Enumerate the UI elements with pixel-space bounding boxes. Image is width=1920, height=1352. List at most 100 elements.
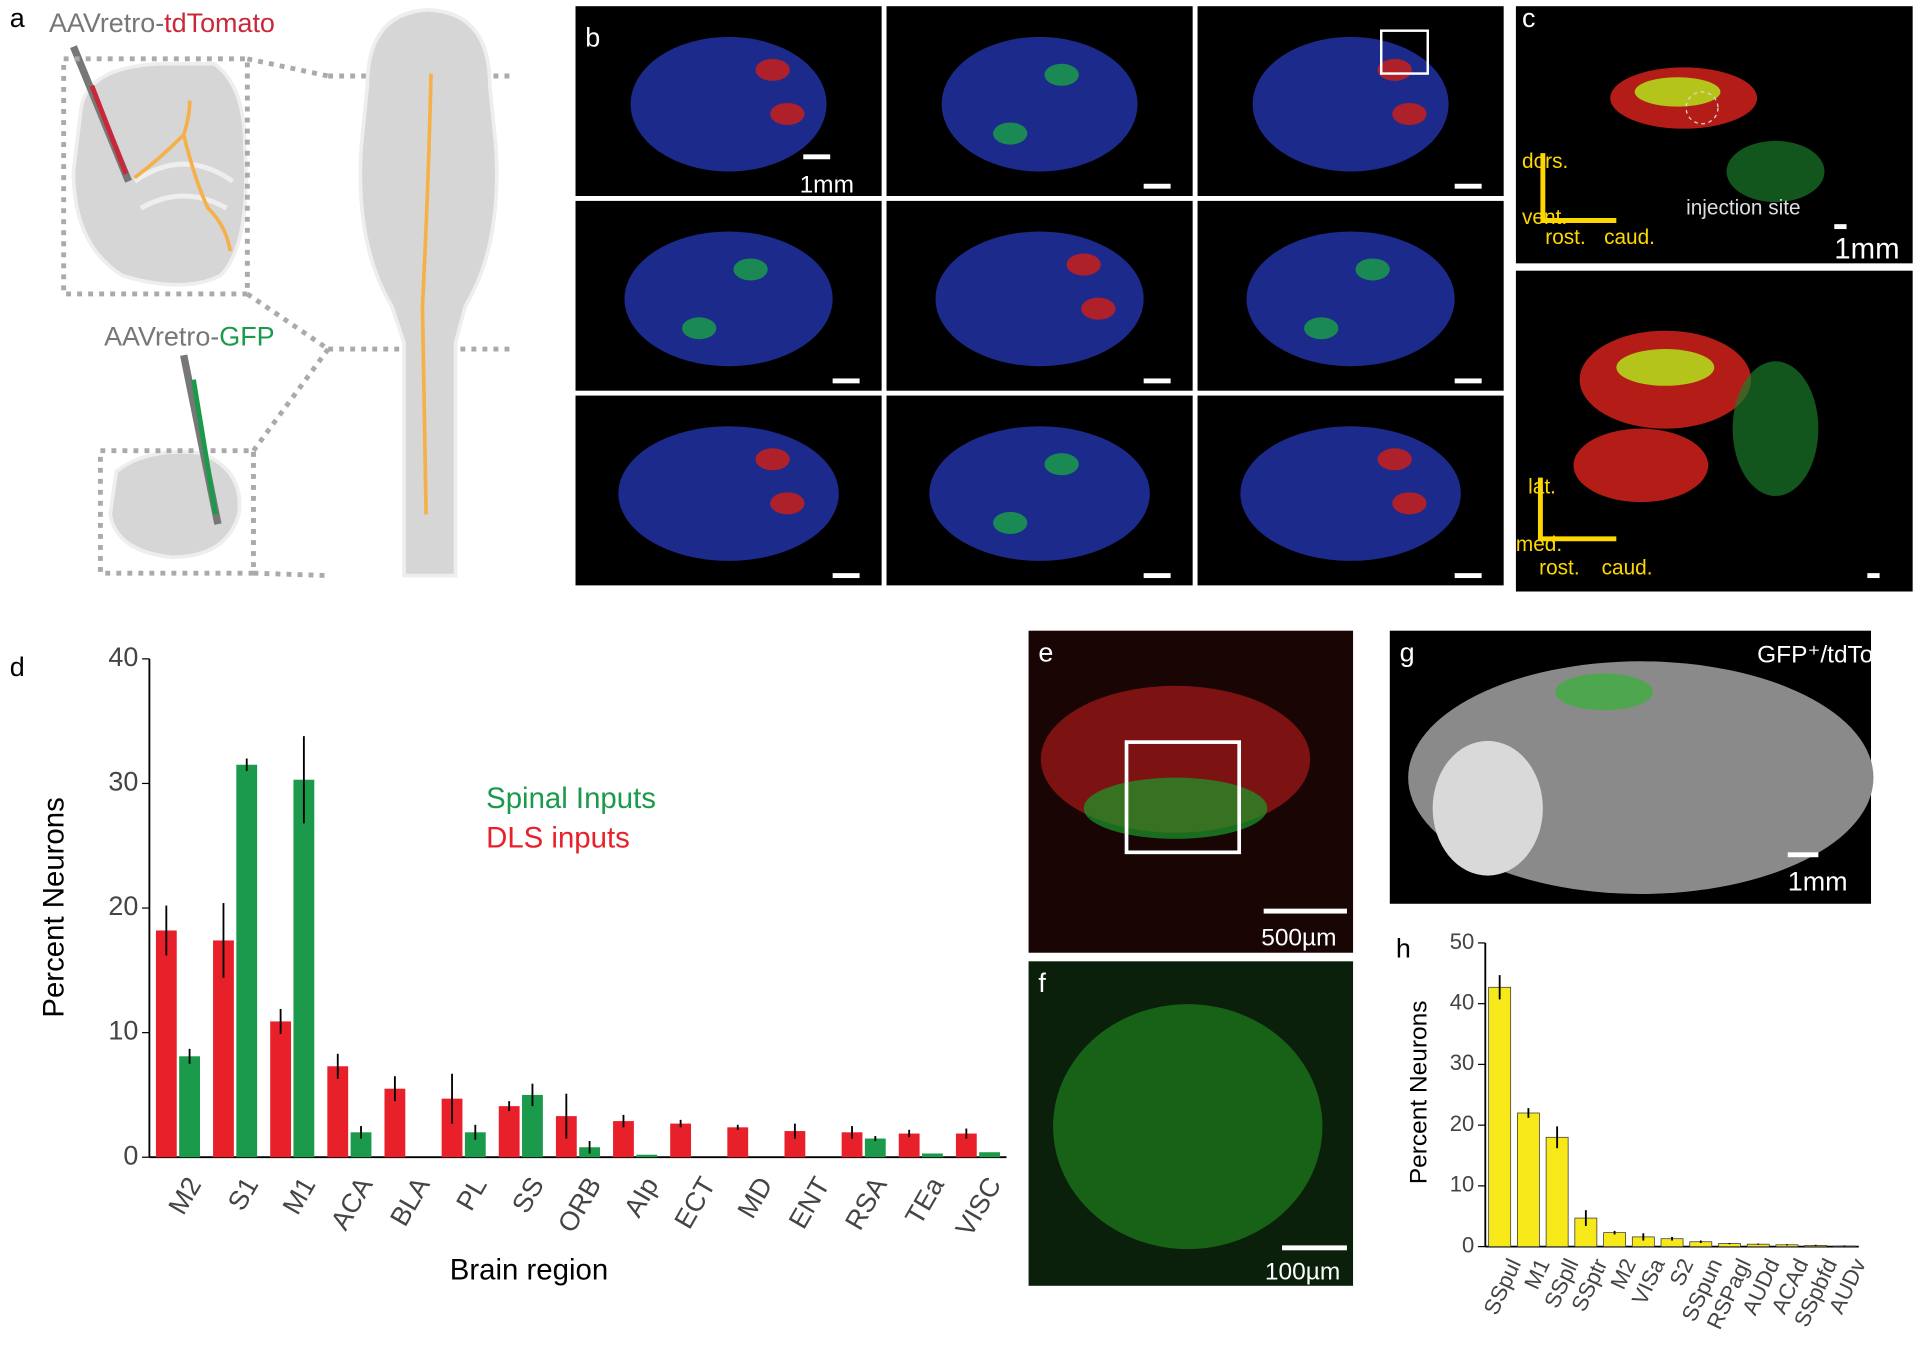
annotation: 100µm <box>1265 1259 1340 1286</box>
image <box>929 426 1150 561</box>
y-tick-label: 0 <box>123 1140 138 1170</box>
image <box>1044 63 1079 86</box>
bar <box>636 1154 658 1158</box>
x-tick-label: ENT <box>783 1172 836 1234</box>
schematic <box>61 8 515 579</box>
annotation: vent. <box>1522 206 1567 229</box>
y-tick-label: 40 <box>108 642 138 672</box>
image <box>630 36 827 172</box>
panel-label: c <box>1522 3 1535 33</box>
panel-label: e <box>1038 637 1053 667</box>
image <box>1616 349 1715 386</box>
bar <box>979 1152 1000 1158</box>
annotation: AAVretro- <box>104 321 219 351</box>
bar <box>898 1133 920 1158</box>
scale-bar <box>1454 183 1482 189</box>
image <box>1083 777 1268 839</box>
annotation: rost. <box>1539 556 1579 579</box>
panel-label: b <box>585 23 600 53</box>
annotation: AAVretro-GFP <box>104 321 275 351</box>
image <box>1392 492 1427 515</box>
bar <box>1545 1136 1569 1247</box>
y-tick-label: 30 <box>108 767 138 797</box>
x-tick-label: MD <box>732 1172 779 1223</box>
x-tick-label: ORB <box>552 1172 607 1238</box>
x-tick-label: BLA <box>384 1172 435 1231</box>
panel-label: a <box>10 3 25 33</box>
image <box>770 102 805 125</box>
bar <box>441 1098 463 1158</box>
bar <box>155 930 177 1158</box>
scale-bar <box>1143 573 1171 579</box>
image <box>1081 297 1116 320</box>
scale-bar <box>832 573 860 579</box>
bar <box>1517 1112 1540 1247</box>
image <box>682 317 717 340</box>
x-tick-label: M2 <box>162 1172 207 1219</box>
y-tick-label: 10 <box>108 1016 138 1046</box>
y-tick-label: 40 <box>1450 990 1475 1015</box>
bar <box>498 1106 520 1158</box>
scale-bar <box>1454 378 1482 384</box>
bar <box>727 1127 749 1158</box>
image <box>1432 740 1543 876</box>
image <box>1066 253 1101 276</box>
annotation: AAVretro-tdTomato <box>49 8 275 38</box>
image <box>1515 270 1913 592</box>
bar <box>784 1131 806 1158</box>
bar <box>1488 986 1512 1247</box>
y-tick-label: 20 <box>108 891 138 921</box>
annotation: lat. <box>1528 476 1556 499</box>
y-tick-label: 30 <box>1450 1050 1475 1075</box>
bar <box>613 1121 634 1158</box>
annotation: GFP⁺/tdTom⁺ <box>1757 642 1907 669</box>
y-tick-label: 10 <box>1450 1172 1475 1197</box>
image <box>1252 36 1449 172</box>
x-tick-label: AIp <box>618 1172 664 1222</box>
bar <box>350 1132 372 1158</box>
axis-indicator <box>1540 153 1617 223</box>
annotation: med. <box>1516 533 1562 556</box>
image <box>1726 140 1825 203</box>
annotation: 1mm <box>1788 866 1848 896</box>
bar <box>179 1056 200 1158</box>
image <box>733 258 768 281</box>
bar <box>841 1132 863 1158</box>
image <box>624 231 833 367</box>
annotation: 1mm <box>800 171 854 198</box>
image <box>755 58 790 81</box>
image <box>755 448 790 471</box>
image <box>1377 448 1412 471</box>
scale-bar <box>832 378 860 384</box>
image <box>935 231 1144 367</box>
x-tick-label: PL <box>450 1172 492 1216</box>
scale-bar <box>1143 378 1171 384</box>
image <box>618 426 839 561</box>
bar <box>293 779 315 1158</box>
panel-label: d <box>10 652 25 682</box>
inset-box <box>1124 740 1242 855</box>
image <box>993 511 1028 534</box>
annotation: caud. <box>1604 226 1655 249</box>
x-tick-label: ECT <box>669 1172 722 1234</box>
y-tick-label: 50 <box>1450 929 1475 954</box>
bar <box>464 1132 486 1158</box>
annotation: 500µm <box>1261 924 1336 951</box>
y-tick-label: 0 <box>1462 1232 1474 1257</box>
image <box>1377 58 1412 81</box>
inset-box <box>1380 29 1429 75</box>
annotation: rost. <box>1545 226 1585 249</box>
scale-bars <box>803 154 1880 1251</box>
bar <box>270 1021 292 1158</box>
bar <box>670 1123 692 1158</box>
panel-label: h <box>1396 934 1411 964</box>
bar <box>522 1094 543 1158</box>
image <box>770 492 805 515</box>
x-tick-label: TEa <box>899 1172 950 1230</box>
bar <box>864 1138 886 1158</box>
annotation: tdTomato <box>164 8 275 38</box>
x-tick-label: S1 <box>222 1172 264 1216</box>
annotation: AAVretro- <box>49 8 164 38</box>
image <box>1555 673 1654 711</box>
